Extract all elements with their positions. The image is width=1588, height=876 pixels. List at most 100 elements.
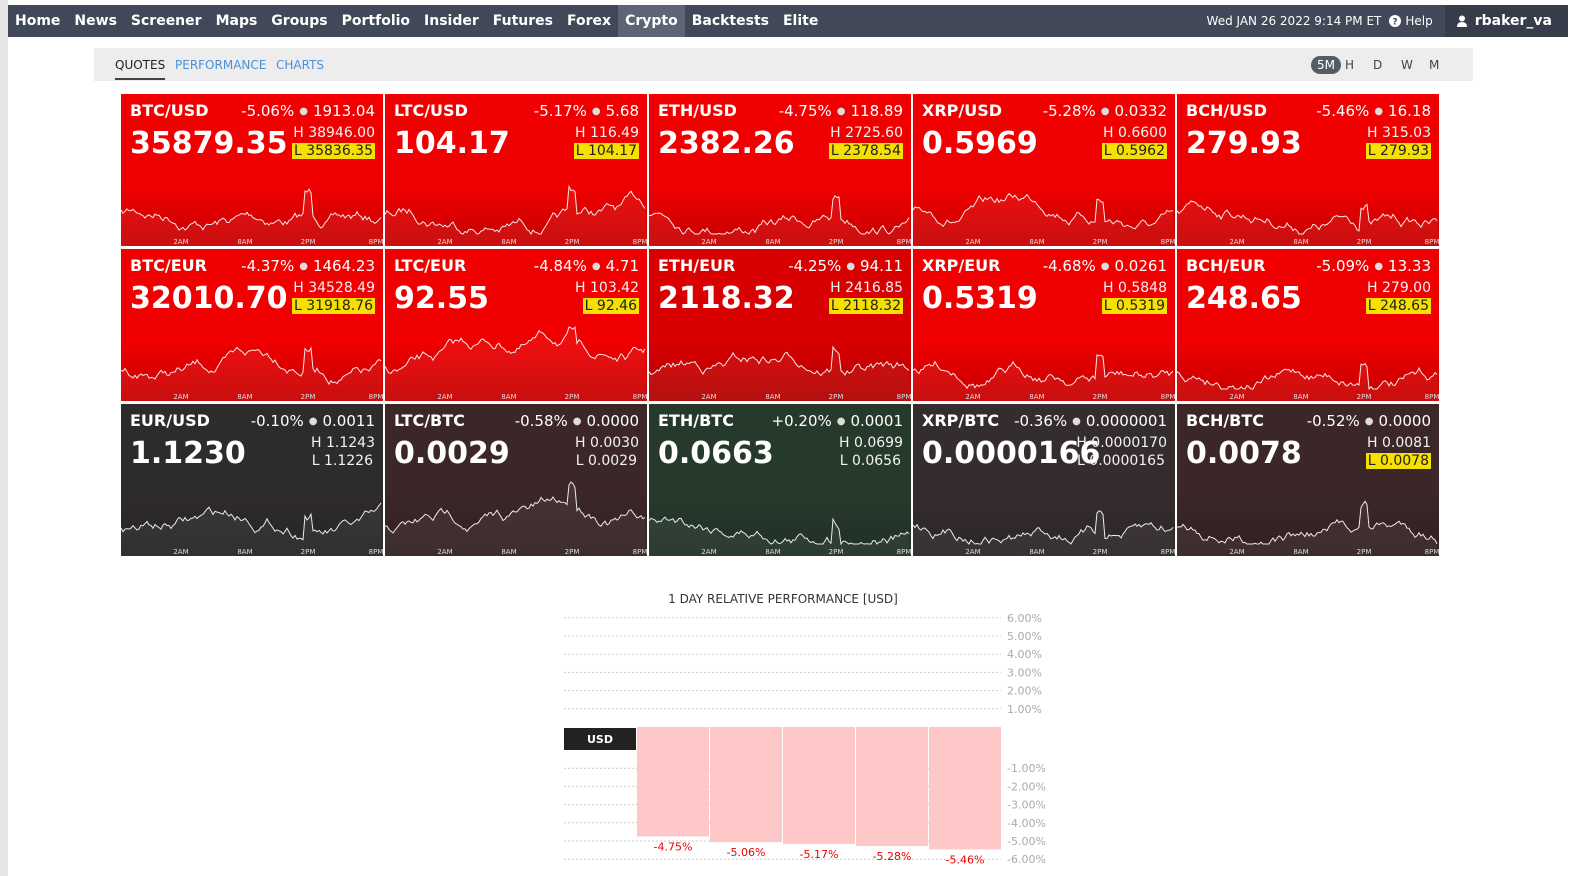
- pair: EUR/USD: [130, 411, 210, 430]
- separator: ●: [591, 106, 601, 117]
- nav-item[interactable]: Groups: [271, 13, 328, 29]
- price: 104.17: [394, 126, 510, 161]
- sparkline: [649, 516, 910, 546]
- svg-text:?: ?: [1393, 18, 1398, 28]
- sparkline-area: 2AM 8AM 2PM 8PM: [649, 195, 911, 246]
- high: H 0.0081: [1367, 435, 1431, 451]
- change: -4.25% ● 94.11: [788, 257, 903, 275]
- time-label: 2AM: [173, 548, 188, 556]
- value-label: -5.28%: [873, 850, 912, 863]
- nav-item[interactable]: Elite: [782, 13, 819, 29]
- bar: [783, 727, 855, 845]
- time-label: 8AM: [1293, 548, 1308, 556]
- tab[interactable]: CHARTS: [276, 58, 325, 72]
- change: -0.52% ● 0.0000: [1307, 412, 1431, 430]
- nav-item[interactable]: Futures: [492, 13, 554, 29]
- high: H 2725.60: [830, 125, 903, 141]
- nav-bar: Home News Screener Maps Groups Portfolio Insid…: [8, 5, 1568, 37]
- help-link[interactable]: ? Help: [1389, 14, 1433, 28]
- user-menu[interactable]: rbaker_va: [1444, 5, 1568, 37]
- change: -0.10% ● 0.0011: [251, 412, 375, 430]
- time-label: 2PM: [829, 238, 844, 246]
- quote-tile[interactable]: LTC/EUR -4.84% ● 4.71 92.55 H 103.42 L 92.46 2A…: [385, 249, 647, 401]
- nav-item[interactable]: Forex: [567, 13, 612, 29]
- nav-item[interactable]: Maps: [215, 13, 258, 29]
- quote-tile[interactable]: LTC/BTC -0.58% ● 0.0000 0.0029 H 0.0030 L 0.00…: [385, 404, 647, 556]
- sparkline: [1177, 362, 1438, 391]
- time-label: 2AM: [1229, 393, 1244, 401]
- tab[interactable]: QUOTES: [115, 58, 166, 80]
- time-label: 2PM: [301, 393, 316, 401]
- sparkline: [913, 192, 1174, 230]
- separator: ●: [572, 416, 582, 427]
- quote-tile[interactable]: EUR/USD -0.10% ● 0.0011 1.1230 H 1.1243 L 1.12…: [121, 404, 383, 556]
- quote-tile[interactable]: ETH/EUR -4.25% ● 94.11 2118.32 H 2416.85 L 211…: [649, 249, 911, 401]
- nav-item[interactable]: Insider: [424, 13, 479, 29]
- change-value: 0.0011: [322, 412, 376, 430]
- nav-item[interactable]: Backtests: [691, 13, 769, 29]
- sparkline: [385, 186, 647, 246]
- price: 0.0029: [394, 436, 510, 471]
- quote-tile[interactable]: LTC/USD -5.17% ● 5.68 104.17 H 116.49 L 104.17…: [385, 94, 647, 246]
- quote-tile[interactable]: BCH/EUR -5.09% ● 13.33 248.65 H 279.00 L 248.6…: [1177, 249, 1439, 401]
- change-pct: -0.36%: [1014, 412, 1068, 430]
- tf[interactable]: M: [1429, 58, 1440, 72]
- sparkline: [385, 482, 647, 556]
- change: -5.28% ● 0.0332: [1043, 102, 1167, 120]
- tf[interactable]: W: [1401, 58, 1413, 72]
- quote-tile[interactable]: BTC/USD -5.06% ● 1913.04 35879.35 H 38946.00 L…: [121, 94, 383, 246]
- sparkline: [1177, 363, 1439, 401]
- change-pct: -5.28%: [1042, 102, 1096, 120]
- sparkline-area: 2AM 8AM 2PM 8PM: [913, 354, 1175, 401]
- sparkline: [385, 481, 646, 534]
- separator: ●: [1374, 261, 1384, 272]
- tf[interactable]: 5M: [1311, 56, 1341, 74]
- nav-item[interactable]: Crypto: [618, 5, 685, 37]
- change-pct: -0.58%: [514, 412, 568, 430]
- change-value: 0.0261: [1114, 257, 1168, 275]
- quote-tile[interactable]: BTC/EUR -4.37% ● 1464.23 32010.70 H 34528.49 L…: [121, 249, 383, 401]
- low: L 0.0000165: [1077, 453, 1165, 469]
- quote-tile[interactable]: BCH/USD -5.46% ● 16.18 279.93 H 315.03 L 279.9…: [1177, 94, 1439, 246]
- time-label: 2AM: [701, 393, 716, 401]
- time-label: 8PM: [1161, 238, 1175, 246]
- change-pct: -5.46%: [1316, 102, 1370, 120]
- sparkline: [913, 193, 1175, 246]
- pair: LTC/EUR: [394, 256, 467, 275]
- low: L 0.5319: [1101, 298, 1167, 314]
- quote-tile[interactable]: XRP/EUR -4.68% ● 0.0261 0.5319 H 0.5848 L 0.53…: [913, 249, 1175, 401]
- price: 2118.32: [658, 281, 795, 316]
- base-header: [564, 728, 636, 750]
- change-value: 0.0332: [1114, 102, 1168, 120]
- nav-item[interactable]: News: [74, 13, 117, 29]
- time-label: 8AM: [501, 393, 516, 401]
- nav-item[interactable]: Portfolio: [341, 13, 411, 29]
- tf[interactable]: H: [1345, 58, 1355, 72]
- sparkline-area: 2AM 8AM 2PM 8PM: [1177, 362, 1439, 401]
- time-label: 2PM: [301, 548, 316, 556]
- username: rbaker_va: [1474, 13, 1552, 29]
- change-pct: -5.17%: [533, 102, 587, 120]
- separator: ●: [308, 416, 318, 427]
- pair: LTC/BTC: [394, 411, 465, 430]
- change-pct: -4.84%: [533, 257, 587, 275]
- quote-tile[interactable]: XRP/USD -5.28% ● 0.0332 0.5969 H 0.6600 L 0.59…: [913, 94, 1175, 246]
- nav-item[interactable]: Screener: [130, 13, 202, 29]
- change: +0.20% ● 0.0001: [772, 412, 903, 430]
- quote-tile[interactable]: BCH/BTC -0.52% ● 0.0000 0.0078 H 0.0081 L 0.00…: [1177, 404, 1439, 556]
- tab[interactable]: PERFORMANCE: [175, 58, 267, 72]
- high: H 0.0000170: [1076, 435, 1167, 451]
- quote-tile[interactable]: ETH/USD -4.75% ● 118.89 2382.26 H 2725.60 L 23…: [649, 94, 911, 246]
- tf[interactable]: D: [1373, 58, 1383, 72]
- quote-tile[interactable]: XRP/BTC -0.36% ● 0.0000001 0.0000166 H 0.0000…: [913, 404, 1175, 556]
- change-pct: -5.09%: [1316, 257, 1370, 275]
- time-label: 2AM: [965, 548, 980, 556]
- bar: [637, 727, 709, 837]
- quote-tile[interactable]: ETH/BTC +0.20% ● 0.0001 0.0663 H 0.0699 L 0.06…: [649, 404, 911, 556]
- separator: ●: [846, 261, 856, 272]
- pair: BTC/USD: [130, 101, 209, 120]
- time-label: 2AM: [701, 548, 716, 556]
- nav-item[interactable]: Home: [15, 13, 61, 29]
- sparkline: [121, 502, 382, 541]
